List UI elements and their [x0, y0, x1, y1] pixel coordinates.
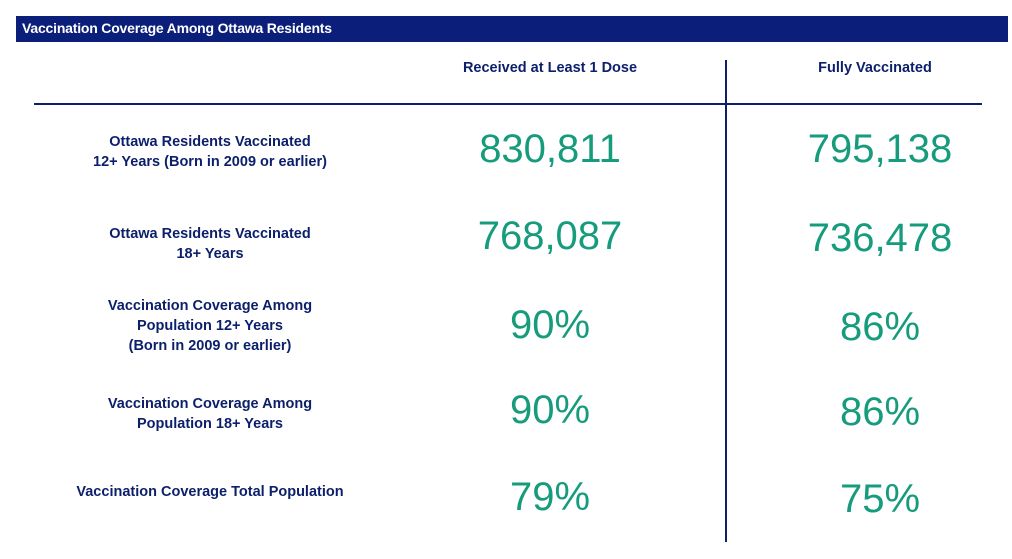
row-label-line: Vaccination Coverage Total Population — [76, 484, 344, 500]
row-label-line: (Born in 2009 or earlier) — [128, 338, 292, 354]
column-divider — [725, 60, 727, 542]
row-label-line: Population 18+ Years — [136, 416, 283, 432]
value-residents-18plus-1-dose: 768,087 — [477, 214, 623, 258]
row-label-line: Ottawa Residents Vaccinated — [109, 226, 311, 242]
page-title: Vaccination Coverage Among Ottawa Reside… — [22, 20, 332, 36]
row-label-residents-18plus: Ottawa Residents Vaccinated 18+ Years — [40, 224, 380, 264]
value-coverage-12plus-1-dose: 90% — [509, 303, 591, 347]
value-coverage-total-1-dose: 79% — [509, 475, 591, 519]
row-label-line: Vaccination Coverage Among — [107, 396, 313, 412]
row-label-line: 18+ Years — [176, 246, 244, 262]
column-header-fully-vaccinated: Fully Vaccinated — [818, 60, 932, 76]
value-residents-12plus-fully: 795,138 — [807, 127, 953, 171]
row-label-line: 12+ Years (Born in 2009 or earlier) — [93, 154, 327, 170]
value-coverage-18plus-1-dose: 90% — [509, 388, 591, 432]
value-residents-18plus-fully: 736,478 — [807, 216, 953, 260]
row-label-line: Ottawa Residents Vaccinated — [109, 134, 311, 150]
row-label-line: Vaccination Coverage Among — [107, 298, 313, 314]
value-coverage-18plus-fully: 86% — [839, 390, 921, 434]
row-label-residents-12plus: Ottawa Residents Vaccinated 12+ Years (B… — [40, 132, 380, 172]
row-label-coverage-18plus: Vaccination Coverage Among Population 18… — [40, 394, 380, 434]
column-header-at-least-1-dose: Received at Least 1 Dose — [462, 60, 638, 76]
row-label-line: Population 12+ Years — [136, 318, 283, 334]
header-divider — [34, 103, 982, 105]
row-label-coverage-12plus: Vaccination Coverage Among Population 12… — [40, 296, 380, 356]
title-bar: Vaccination Coverage Among Ottawa Reside… — [16, 14, 1008, 42]
row-label-coverage-total: Vaccination Coverage Total Population — [40, 482, 380, 502]
value-residents-12plus-1-dose: 830,811 — [479, 127, 621, 171]
value-coverage-12plus-fully: 86% — [839, 305, 921, 349]
value-coverage-total-fully: 75% — [839, 477, 921, 521]
